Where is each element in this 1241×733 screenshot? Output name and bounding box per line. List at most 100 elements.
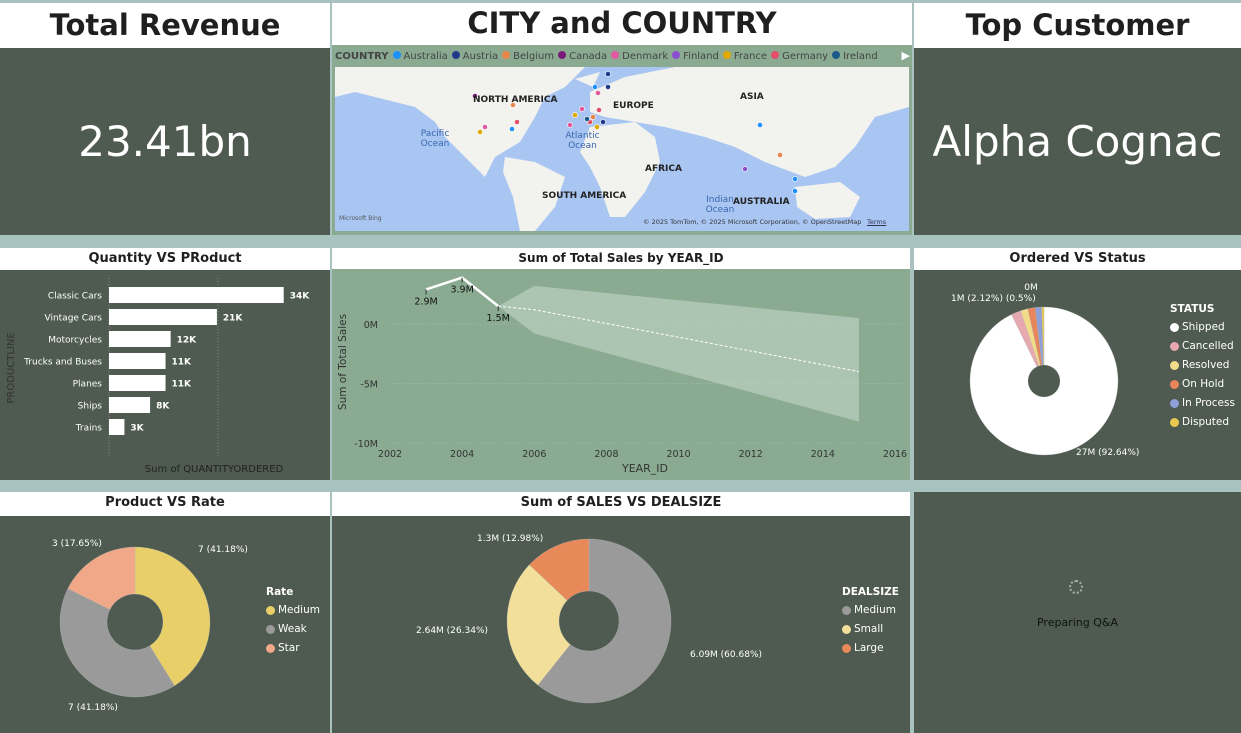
x-tick-label: 2002 bbox=[378, 449, 402, 460]
legend-item[interactable]: Medium bbox=[266, 604, 320, 616]
legend-dot-icon bbox=[722, 51, 731, 59]
x-tick-label: 2006 bbox=[522, 449, 546, 460]
legend-item[interactable]: Resolved bbox=[1170, 359, 1235, 371]
loading-spinner-icon bbox=[1069, 580, 1083, 594]
legend-item[interactable]: Medium bbox=[842, 604, 899, 616]
legend-dot-icon bbox=[392, 51, 401, 59]
map-card: CITY and COUNTRY COUNTRY Australia Austri… bbox=[332, 3, 912, 235]
legend-label: Denmark bbox=[622, 51, 669, 62]
map-marker bbox=[567, 122, 573, 128]
map-marker bbox=[584, 116, 590, 122]
data-label: 1.5M bbox=[487, 313, 510, 324]
legend-label: Cancelled bbox=[1182, 340, 1234, 352]
legend-item-denmark[interactable]: Denmark bbox=[611, 51, 668, 62]
legend-item-belgium[interactable]: Belgium bbox=[502, 51, 554, 62]
legend-dot-icon bbox=[451, 51, 460, 59]
sales-by-year-chart: Sum of Total Sales by YEAR_ID 0M -5M -10M 2… bbox=[332, 248, 910, 480]
label-australia: AUSTRALIA bbox=[733, 197, 790, 207]
data-label: 21K bbox=[223, 314, 244, 324]
category-label: Trains bbox=[75, 424, 103, 434]
rate-legend: Rate Medium Weak Star bbox=[266, 586, 320, 661]
legend-label: Large bbox=[854, 642, 884, 654]
legend-item[interactable]: Weak bbox=[266, 623, 320, 635]
terms-link[interactable]: Terms bbox=[867, 218, 887, 226]
legend-title: Rate bbox=[266, 586, 294, 598]
category-label: Classic Cars bbox=[48, 292, 102, 302]
top-customer-value: Alpha Cognac bbox=[932, 117, 1223, 166]
data-label: 7 (41.18%) bbox=[68, 703, 118, 713]
legend-item-ireland[interactable]: Ireland bbox=[832, 51, 878, 62]
data-label: 2.64M (26.34%) bbox=[416, 626, 488, 636]
map-marker bbox=[592, 84, 598, 90]
legend-dot-icon bbox=[842, 624, 851, 634]
slice-shipped bbox=[969, 306, 1119, 456]
map-attribution[interactable]: © 2025 TomTom, © 2025 Microsoft Corporat… bbox=[643, 218, 862, 226]
label-indian: Indian Ocean bbox=[705, 195, 735, 215]
card-title: Total Revenue bbox=[0, 3, 330, 48]
legend-item[interactable]: Star bbox=[266, 642, 320, 654]
legend-dot-icon bbox=[1170, 398, 1179, 408]
legend-item-austria[interactable]: Austria bbox=[451, 51, 498, 62]
donut-chart: 1.3M (12.98%) 2.64M (26.34%) 6.09M (60.68%… bbox=[416, 534, 762, 704]
chart-title: Ordered VS Status bbox=[914, 248, 1241, 270]
x-tick-label: 2016 bbox=[883, 449, 907, 460]
revenue-value: 23.41bn bbox=[78, 117, 252, 166]
chart-title: Sum of Total Sales by YEAR_ID bbox=[332, 248, 910, 269]
map-marker bbox=[482, 124, 488, 130]
map-marker bbox=[757, 122, 763, 128]
map-marker bbox=[792, 188, 798, 194]
legend-dot-icon bbox=[1170, 417, 1179, 427]
legend-label: Resolved bbox=[1182, 359, 1230, 371]
legend-item[interactable]: Cancelled bbox=[1170, 340, 1235, 352]
legend-item[interactable]: Shipped bbox=[1170, 321, 1235, 333]
legend-label: Star bbox=[278, 642, 300, 654]
label-pacific: Pacific Ocean bbox=[420, 129, 450, 149]
legend-label: Medium bbox=[278, 604, 320, 616]
legend-item[interactable]: Disputed bbox=[1170, 416, 1235, 428]
y-axis-title: Sum of Total Sales bbox=[337, 314, 349, 410]
bar bbox=[109, 331, 171, 347]
sales-dealsize-chart: Sum of SALES VS DEALSIZE 1.3M (12.98%) 2.… bbox=[332, 492, 910, 733]
legend-item[interactable]: Small bbox=[842, 623, 899, 635]
legend-label: Belgium bbox=[513, 51, 555, 62]
legend-dot-icon bbox=[1170, 360, 1179, 370]
total-revenue-card: Total Revenue 23.41bn bbox=[0, 3, 330, 235]
legend-item[interactable]: In Process bbox=[1170, 397, 1235, 409]
label-atlantic: Atlantic Ocean bbox=[565, 131, 600, 151]
bar bbox=[109, 397, 151, 413]
quantity-product-chart: Quantity VS PRoduct Classic Cars 34K Vinta… bbox=[0, 248, 330, 480]
data-label: 27M (92.64%) bbox=[1076, 448, 1139, 458]
bar-chart: Classic Cars 34K Vintage Cars 21K Motorcycle… bbox=[6, 278, 310, 475]
world-map[interactable]: NORTH AMERICA EUROPE ASIA AFRICA SOUTH A… bbox=[335, 67, 909, 231]
chart-title: Quantity VS PRoduct bbox=[0, 248, 330, 270]
card-title: Top Customer bbox=[914, 3, 1241, 48]
y-tick-label: 0M bbox=[364, 320, 378, 331]
category-label: Vintage Cars bbox=[44, 314, 102, 324]
legend-dot-icon bbox=[842, 643, 851, 653]
legend-next-arrow-icon[interactable]: ▶ bbox=[901, 49, 910, 62]
legend-item[interactable]: Large bbox=[842, 642, 899, 654]
legend-item-canada[interactable]: Canada bbox=[558, 51, 607, 62]
category-label: Planes bbox=[73, 380, 103, 390]
legend-item-france[interactable]: France bbox=[722, 51, 767, 62]
slice-weak bbox=[59, 588, 175, 698]
legend-item-finland[interactable]: Finland bbox=[672, 51, 719, 62]
legend-label: Shipped bbox=[1182, 321, 1225, 333]
legend-dot-icon bbox=[266, 643, 275, 653]
legend-title: DEALSIZE bbox=[842, 586, 899, 598]
label-asia: ASIA bbox=[740, 92, 764, 102]
data-label: 3.9M bbox=[450, 285, 473, 296]
chart-title: Sum of SALES VS DEALSIZE bbox=[332, 492, 910, 516]
qa-panel[interactable]: Preparing Q&A bbox=[914, 492, 1241, 733]
legend-label: Germany bbox=[782, 51, 829, 62]
top-customer-card: Top Customer Alpha Cognac bbox=[914, 3, 1241, 235]
legend-item[interactable]: On Hold bbox=[1170, 378, 1235, 390]
data-label: 11K bbox=[172, 358, 193, 368]
legend-item-australia[interactable]: Australia bbox=[392, 51, 448, 62]
x-tick-label: 2012 bbox=[739, 449, 763, 460]
donut-chart: 3 (17.65%) 7 (41.18%) 7 (41.18%) bbox=[52, 539, 248, 713]
y-axis-title: PRODUCTLINE bbox=[6, 332, 17, 403]
legend-dot-icon bbox=[611, 51, 620, 59]
legend-item-germany[interactable]: Germany bbox=[771, 51, 828, 62]
